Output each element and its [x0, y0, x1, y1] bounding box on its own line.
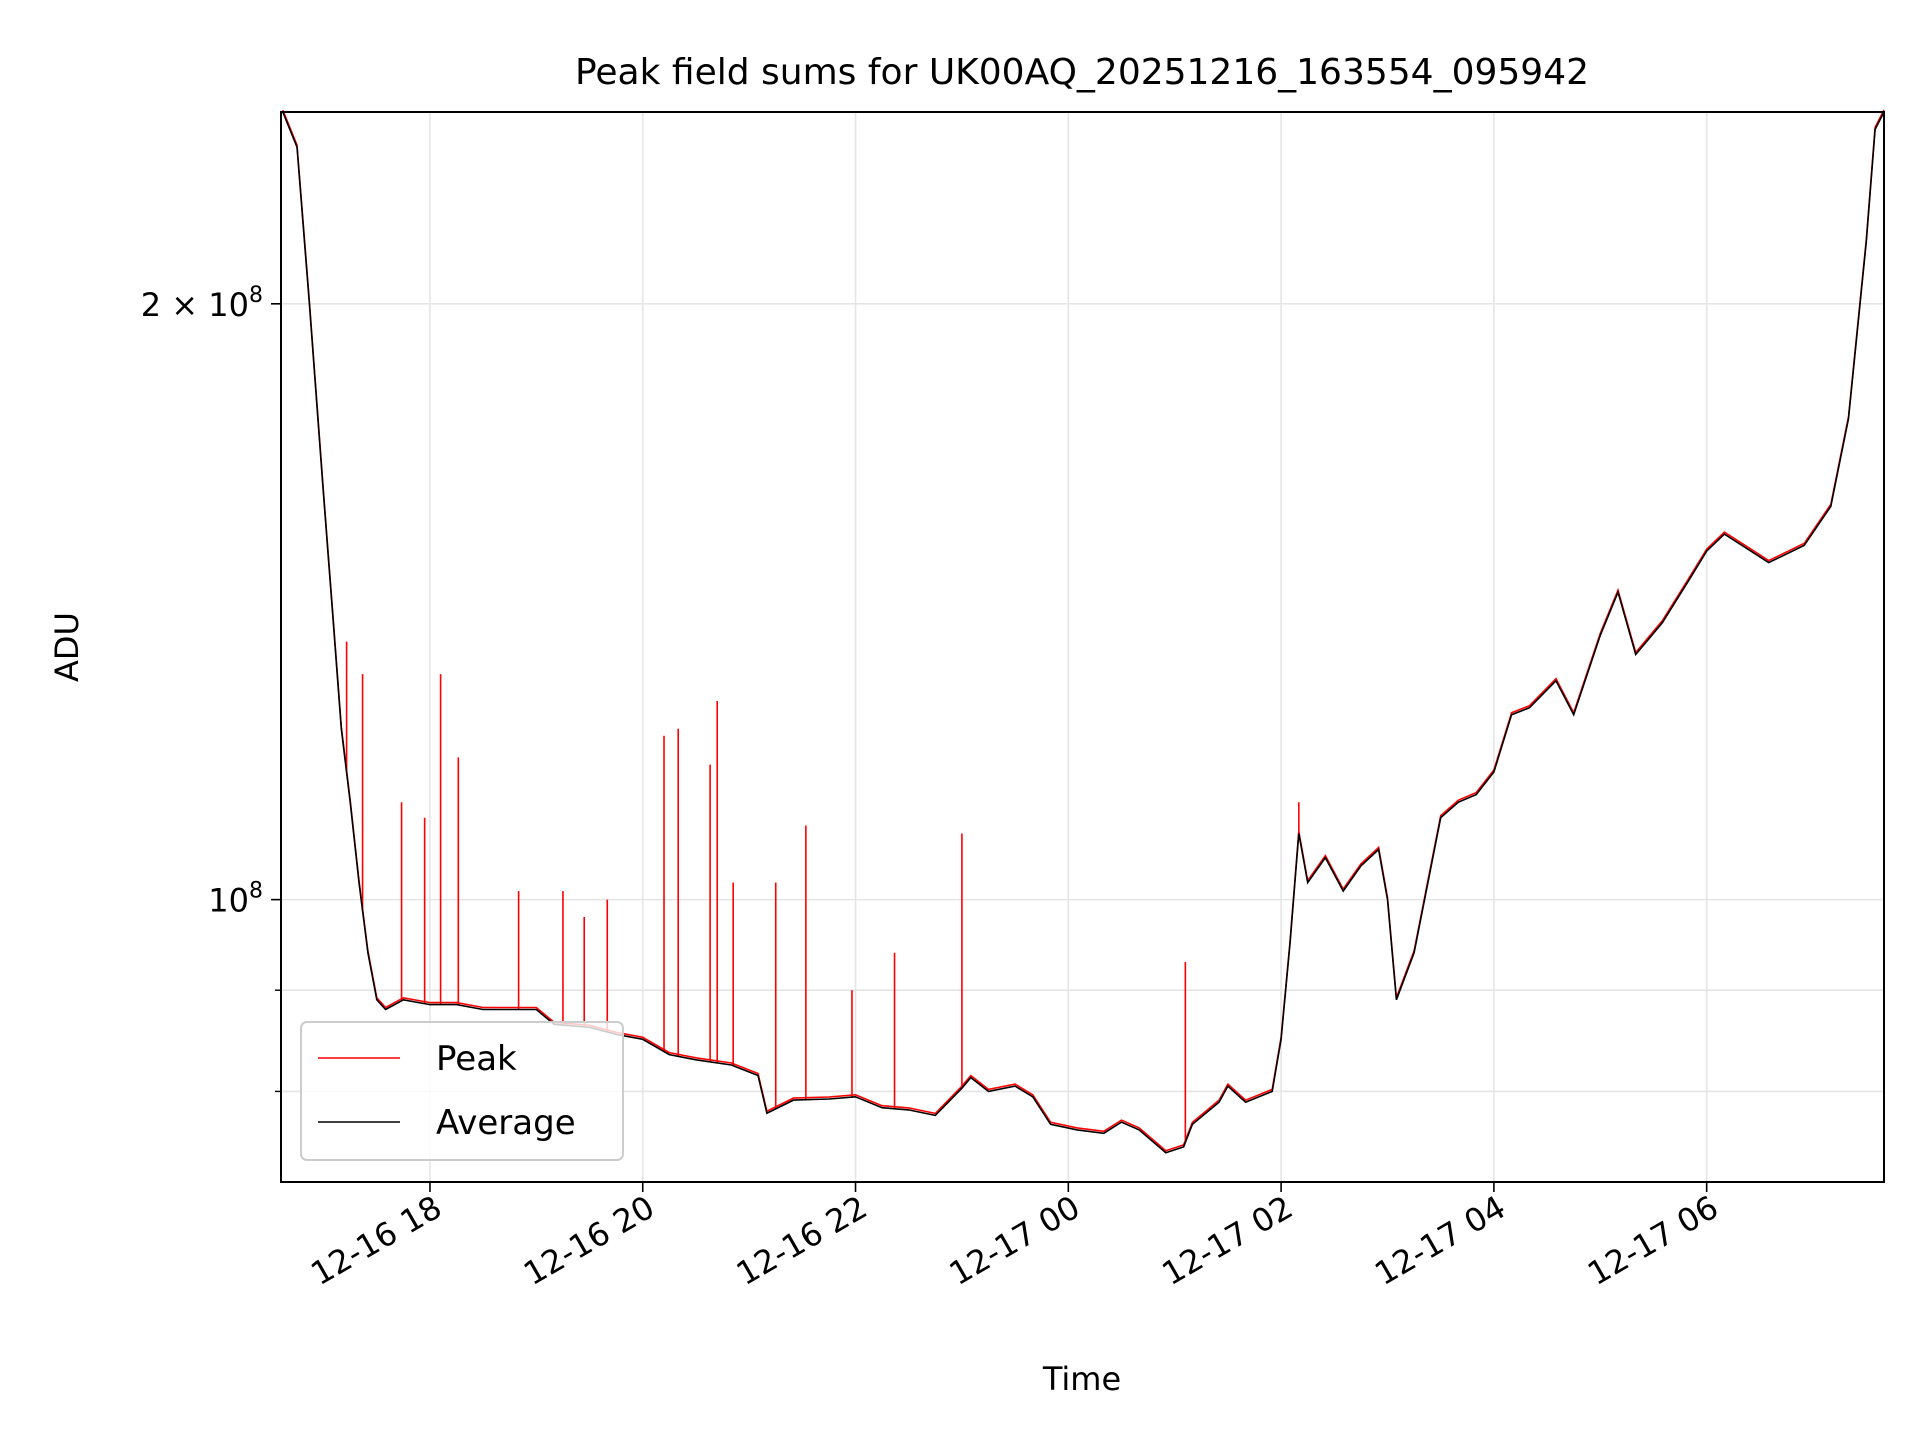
- y-tick-label: 2 × 108: [141, 283, 263, 324]
- x-axis-label: Time: [1042, 1360, 1121, 1398]
- series-layer: [282, 109, 1885, 1154]
- chart-title: Peak field sums for UK00AQ_20251216_1635…: [575, 52, 1589, 93]
- plot-frame: [280, 111, 1885, 1183]
- grid: [281, 112, 1884, 1182]
- legend-box: [300, 1021, 624, 1161]
- series-average-line: [282, 111, 1885, 1154]
- legend: Peak Average: [300, 1021, 624, 1161]
- legend-average-label: Average: [436, 1103, 576, 1143]
- legend-peak-label: Peak: [436, 1039, 517, 1079]
- y-axis-label: ADU: [48, 612, 86, 682]
